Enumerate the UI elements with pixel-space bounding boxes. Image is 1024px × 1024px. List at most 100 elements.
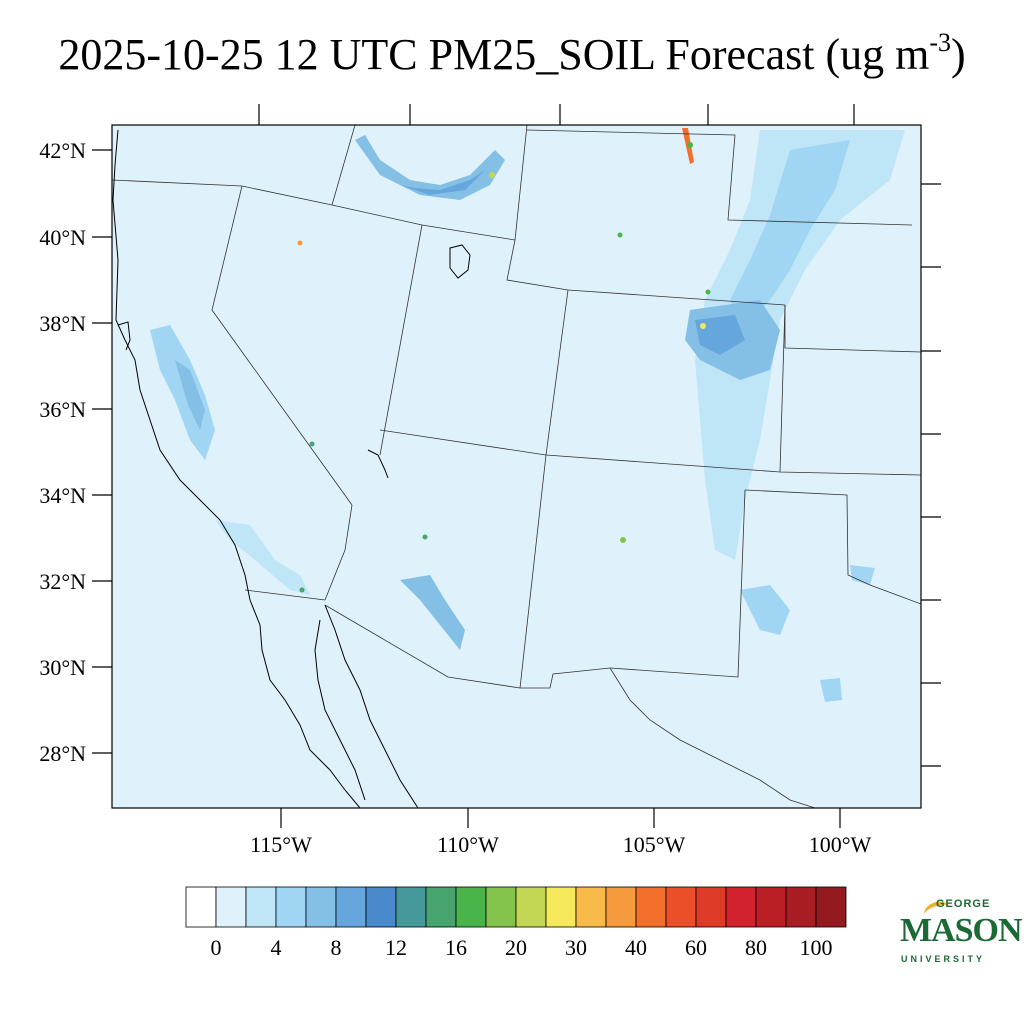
colorbar-swatch	[725, 886, 757, 928]
coastline-sea-of-cortez-west	[324, 604, 419, 808]
boundary-nm-tx	[520, 489, 746, 689]
colorbar-swatch	[545, 886, 577, 928]
colorbar-swatch	[215, 886, 247, 928]
colorbar-swatch	[335, 886, 367, 928]
lon-label-105: 105°W	[623, 832, 686, 857]
colorbar-swatch	[275, 886, 307, 928]
hotspot-wyoming-west	[617, 232, 623, 238]
hotspot-new-mexico	[620, 537, 626, 543]
pm-field-layer	[150, 128, 905, 702]
boundary-az-ca	[324, 504, 353, 601]
colorbar-label: 20	[505, 935, 527, 960]
great-salt-lake	[449, 244, 471, 279]
colorbar-label: 4	[271, 935, 282, 960]
title-close: )	[951, 30, 966, 79]
colorbar-label: 40	[625, 935, 647, 960]
pm-field-texas	[740, 585, 790, 635]
longitude-labels: 115°W 110°W 105°W 100°W	[250, 832, 871, 857]
colorbar-labels: 0 4 8 12 16 20 30 40 60 80 100	[211, 935, 833, 960]
bottom-ticks	[280, 808, 841, 828]
colorbar-label: 100	[800, 935, 833, 960]
pm-field-idaho-core	[400, 170, 485, 195]
boundary-az-mexico	[324, 604, 521, 689]
pm-field-california-core	[175, 360, 205, 430]
pm-field-kansas	[850, 565, 875, 585]
lat-label-34: 34°N	[39, 483, 86, 508]
boundary-mexico-rio-grande	[609, 667, 816, 808]
lat-label-38: 38°N	[39, 311, 86, 336]
logo-line2: MASON	[900, 912, 1023, 949]
colorbar-swatch	[185, 886, 217, 928]
boundary-wy-sd	[526, 129, 913, 226]
colorbar-swatch	[455, 886, 487, 928]
boundary-wy-co	[506, 239, 786, 306]
pm-field-socal	[215, 520, 310, 595]
pm-field-texas-east	[820, 678, 842, 702]
boundary-az-nm	[519, 454, 547, 689]
lat-label-32: 32°N	[39, 569, 86, 594]
boundary-co-ks	[779, 304, 786, 473]
lat-label-42: 42°N	[39, 138, 86, 163]
left-ticks	[92, 149, 112, 754]
coastline-pacific	[112, 129, 361, 808]
gmu-logo: GEORGE MASON UNIVERSITY	[898, 898, 1023, 968]
map-frame	[111, 124, 922, 809]
colorbar-swatch	[245, 886, 277, 928]
colorbar-swatch	[635, 886, 667, 928]
colorbar-swatch	[815, 886, 847, 928]
colorbar-label: 0	[211, 935, 222, 960]
hotspot-colorado-north	[705, 289, 711, 295]
colorbar-label: 8	[331, 935, 342, 960]
colorbar-swatch	[515, 886, 547, 928]
logo-line3: UNIVERSITY	[901, 954, 986, 964]
hotspot-colorado	[700, 323, 706, 329]
map-title: 2025-10-25 12 UTC PM25_SOIL Forecast (ug…	[0, 28, 1024, 80]
boundary-ne-ks	[784, 305, 921, 353]
pm-field-arizona	[400, 575, 465, 650]
boundary-co-west	[545, 289, 569, 456]
colorbar-swatch	[665, 886, 697, 928]
hotspot-wyoming-plume-base	[687, 142, 693, 148]
state-boundaries	[112, 125, 921, 808]
lat-label-40: 40°N	[39, 225, 86, 250]
lon-label-115: 115°W	[250, 832, 312, 857]
lat-label-30: 30°N	[39, 655, 86, 680]
colorbar-swatch	[395, 886, 427, 928]
hotspot-nevada	[297, 240, 303, 246]
colorbar	[185, 886, 847, 928]
title-text: 2025-10-25 12 UTC PM25_SOIL Forecast (ug…	[58, 30, 930, 79]
colorbar-label: 60	[685, 935, 707, 960]
boundary-wy-ne	[514, 125, 528, 241]
pm-field-colorado-core	[695, 315, 745, 355]
right-ticks	[921, 183, 941, 767]
colorbar-swatch	[575, 886, 607, 928]
boundary-ok-tx	[744, 489, 921, 605]
colorbar-swatch	[695, 886, 727, 928]
coastline-lake-mead	[367, 449, 389, 479]
logo-line1: GEORGE	[936, 898, 991, 910]
boundary-nv-ca	[211, 185, 353, 506]
boundary-idaho-wyoming	[331, 125, 356, 206]
top-ticks	[258, 104, 855, 125]
lon-label-100: 100°W	[809, 832, 872, 857]
pm-field-plains-core	[730, 140, 850, 330]
colorbar-label: 16	[445, 935, 467, 960]
hotspot-baja	[299, 587, 305, 593]
colorbar-swatch	[365, 886, 397, 928]
boundary-ut-north	[331, 204, 516, 241]
colorbar-swatch	[785, 886, 817, 928]
lat-label-28: 28°N	[39, 741, 86, 766]
colorbar-swatch	[425, 886, 457, 928]
colorbar-swatch	[305, 886, 337, 928]
map-content	[112, 125, 921, 808]
hotspot-nevada-south	[309, 441, 315, 447]
lon-label-110: 110°W	[437, 832, 499, 857]
colorbar-swatch	[605, 886, 637, 928]
title-exponent: -3	[929, 28, 951, 57]
pm-field-plains	[695, 130, 905, 560]
colorbar-swatch	[755, 886, 787, 928]
latitude-labels: 42°N 40°N 38°N 36°N 34°N 32°N 30°N 28°N	[39, 138, 86, 766]
coastline-sea-of-cortez-east	[314, 619, 366, 801]
coastline-bay	[117, 321, 131, 351]
